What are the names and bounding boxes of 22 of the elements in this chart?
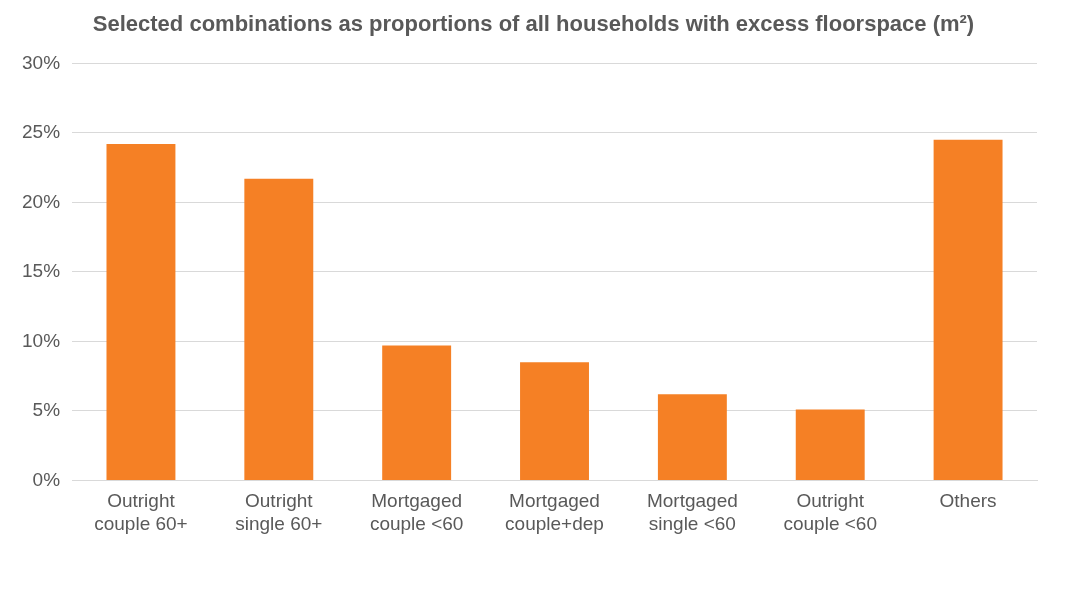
bar <box>933 139 1003 480</box>
y-tick-label: 0% <box>32 468 61 490</box>
y-tick-label: 5% <box>32 399 61 421</box>
y-tick-label: 10% <box>22 329 61 351</box>
bar <box>382 345 452 480</box>
x-tick-label: Mortgaged couple+dep <box>505 489 604 534</box>
y-tick-label: 15% <box>22 260 61 282</box>
x-tick-label: Others <box>939 489 997 511</box>
bar <box>795 409 865 480</box>
x-tick-label: Mortgaged single <60 <box>646 489 738 534</box>
bar <box>244 178 314 480</box>
chart-title: Selected combinations as proportions of all households with excess floorspace (m²) <box>91 10 976 38</box>
y-tick-label: 25% <box>22 121 61 143</box>
x-tick-label: Outright single 60+ <box>235 489 323 534</box>
x-tick-label: Outright couple 60+ <box>94 489 188 534</box>
bar <box>520 362 589 480</box>
x-tick-label: Mortgaged couple <60 <box>369 489 464 534</box>
y-tick-label: 20% <box>22 190 61 212</box>
x-tick-label: Outright couple <60 <box>783 489 877 534</box>
y-tick-label: 30% <box>22 51 61 73</box>
bar <box>657 394 727 480</box>
bar <box>106 143 176 480</box>
